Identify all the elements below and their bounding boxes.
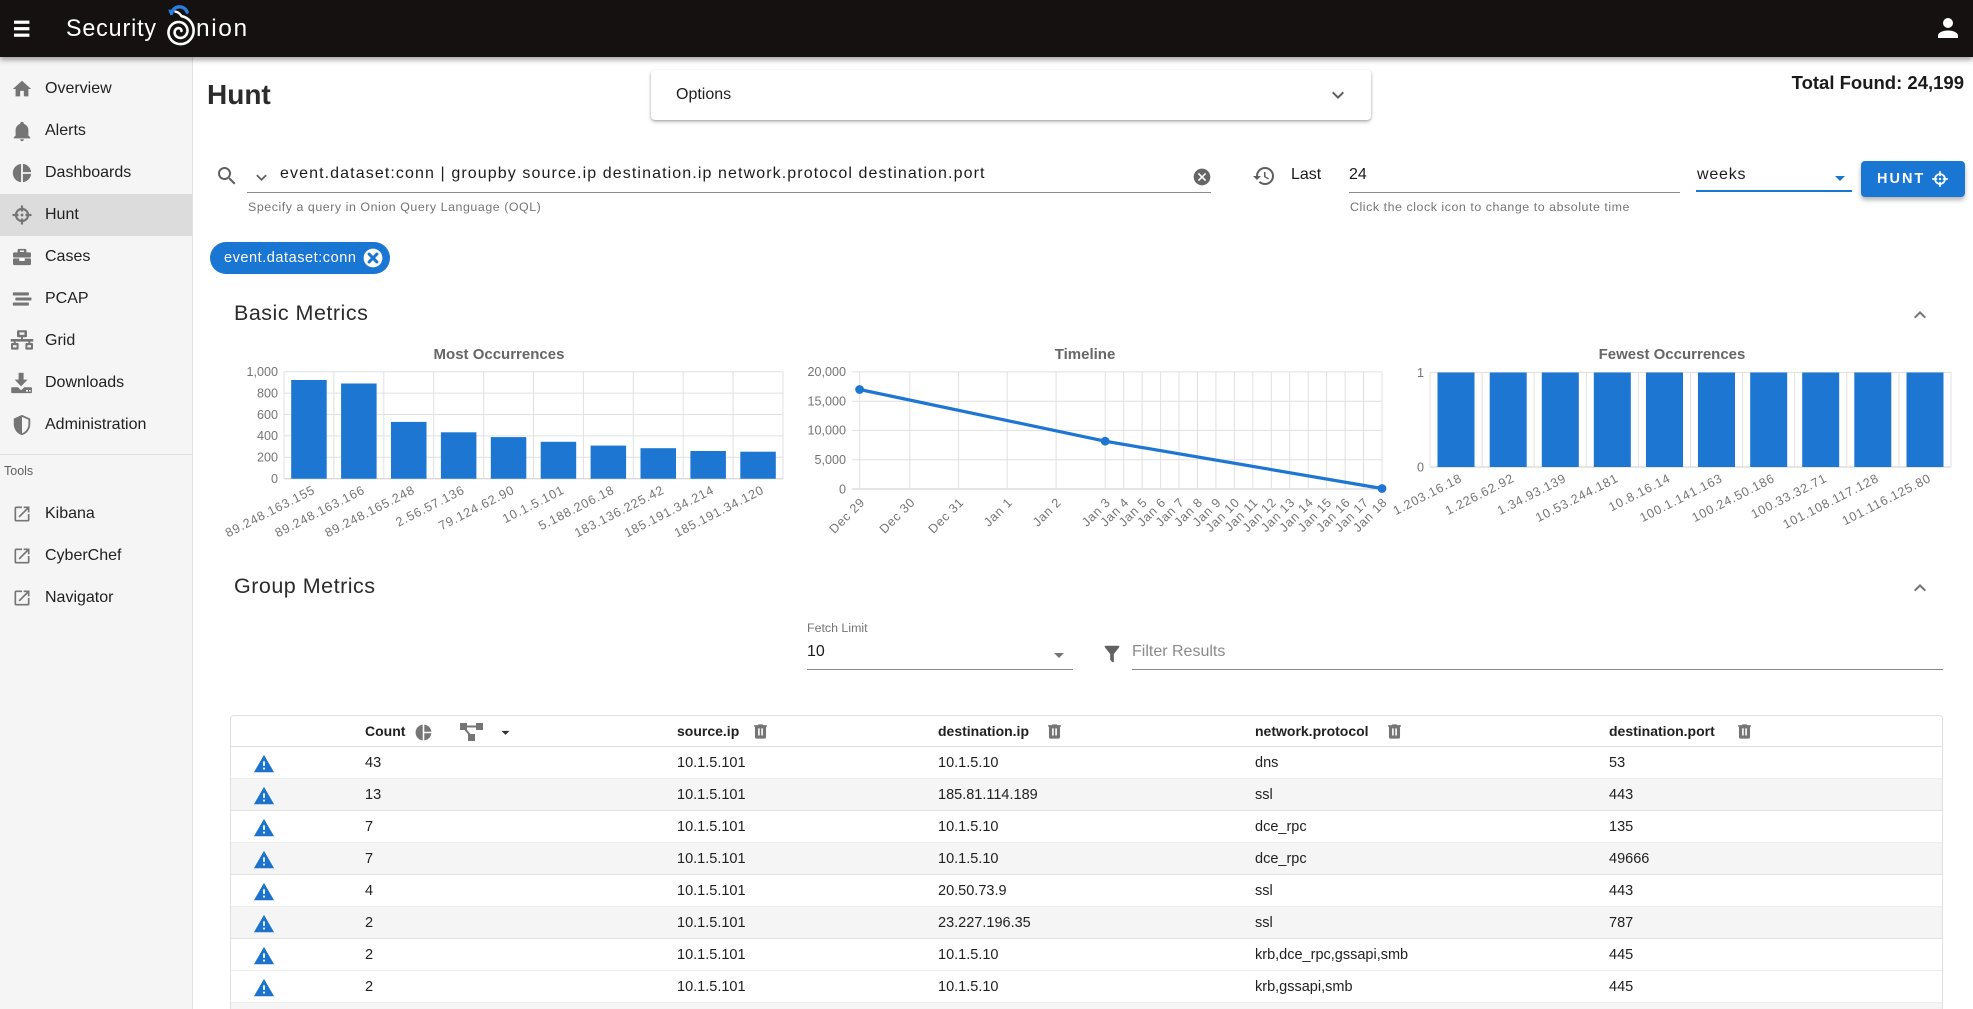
- svg-text:Dec 31: Dec 31: [926, 495, 967, 536]
- svg-text:1: 1: [1417, 366, 1424, 380]
- svg-text:0: 0: [1417, 460, 1424, 474]
- svg-text:Most Occurrences: Most Occurrences: [434, 346, 565, 363]
- svg-text:Dec 29: Dec 29: [827, 495, 868, 536]
- svg-text:0: 0: [839, 482, 846, 496]
- svg-text:800: 800: [257, 386, 278, 400]
- svg-text:Fewest Occurrences: Fewest Occurrences: [1599, 346, 1746, 363]
- svg-text:600: 600: [257, 408, 278, 422]
- svg-text:400: 400: [257, 429, 278, 443]
- svg-text:15,000: 15,000: [807, 395, 846, 409]
- svg-text:5,000: 5,000: [814, 453, 846, 467]
- svg-text:0: 0: [271, 472, 278, 486]
- svg-text:Dec 30: Dec 30: [877, 495, 918, 536]
- svg-text:200: 200: [257, 451, 278, 465]
- svg-text:1,000: 1,000: [246, 365, 278, 379]
- svg-text:20,000: 20,000: [807, 365, 846, 379]
- svg-text:10,000: 10,000: [807, 424, 846, 438]
- svg-text:185.191.34.120: 185.191.34.120: [672, 483, 766, 540]
- svg-text:101.116.125.80: 101.116.125.80: [1840, 471, 1934, 528]
- svg-text:Timeline: Timeline: [1055, 346, 1116, 363]
- svg-text:Jan 2: Jan 2: [1030, 495, 1064, 529]
- svg-text:Jan 1: Jan 1: [981, 495, 1015, 529]
